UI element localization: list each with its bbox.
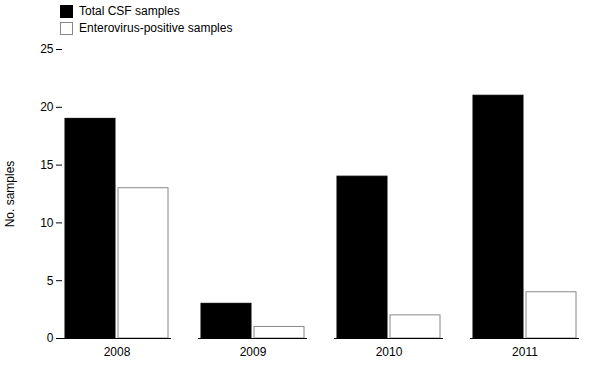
html-text:Enterovirus-positive samples: Enterovirus-positive samples: [79, 21, 233, 35]
svg-text:2010: 2010: [376, 345, 403, 359]
html-text:Total CSF samples: Total CSF samples: [79, 4, 180, 18]
svg-text:2011: 2011: [512, 345, 538, 359]
svg-text:No. samples: No. samples: [3, 161, 17, 228]
svg-text:20: 20: [40, 100, 54, 114]
svg-text:25: 25: [40, 42, 54, 56]
svg-text:10: 10: [40, 216, 54, 230]
svg-text:0: 0: [47, 331, 54, 345]
svg-text:2008: 2008: [104, 345, 131, 359]
svg-text:15: 15: [40, 158, 54, 172]
svg-text:5: 5: [47, 274, 54, 288]
svg-text:2009: 2009: [240, 345, 267, 359]
